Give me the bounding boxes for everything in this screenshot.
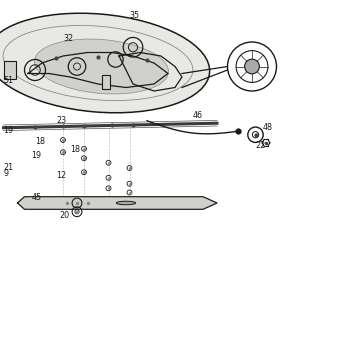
Text: 51: 51 [4,76,14,85]
Text: 46: 46 [193,111,203,120]
Text: 12: 12 [56,170,66,180]
Text: 23: 23 [56,116,66,125]
Text: 45: 45 [32,193,42,202]
Bar [102,75,110,89]
Circle shape [245,59,259,74]
Text: 18: 18 [35,137,45,146]
Ellipse shape [116,201,136,205]
Polygon shape [18,197,217,209]
Text: 35: 35 [130,11,140,20]
Text: 48: 48 [262,123,273,132]
Bar [4,61,16,79]
Text: 22: 22 [256,141,266,150]
Text: 18: 18 [70,145,80,154]
Ellipse shape [0,13,210,113]
Ellipse shape [35,39,168,94]
Text: 32: 32 [63,34,73,43]
Text: 19: 19 [32,151,42,160]
Text: 20: 20 [60,211,70,220]
Text: 9: 9 [4,169,9,178]
Text: 21: 21 [4,163,14,173]
Text: 19: 19 [4,126,14,135]
